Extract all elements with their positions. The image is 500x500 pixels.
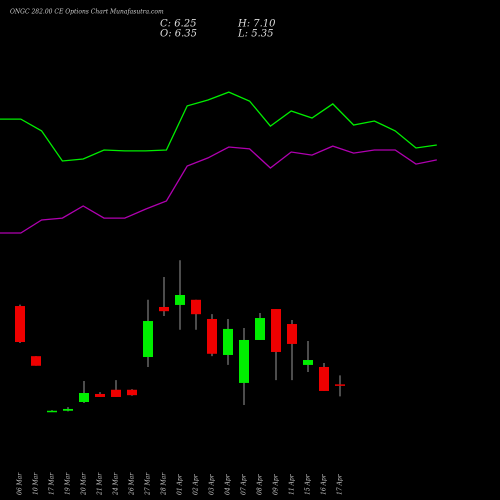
candle-body — [63, 408, 73, 411]
candle-body — [79, 393, 89, 403]
candle-body — [335, 384, 345, 386]
candle-body — [303, 360, 313, 365]
close-label: C: 6.25 — [160, 19, 196, 30]
x-tick-label: 26 Mar — [129, 472, 136, 496]
candle-body — [127, 389, 137, 396]
candle-body — [175, 294, 185, 305]
x-tick-label: 20 Mar — [81, 472, 88, 496]
candle-body — [271, 309, 281, 352]
x-tick-label: 17 Mar — [49, 472, 56, 495]
indicator-line — [0, 91, 437, 162]
x-tick-label: 15 Apr — [305, 473, 312, 495]
x-tick-label: 01 Apr — [177, 473, 184, 495]
x-tick-label: 28 Mar — [161, 472, 168, 496]
candle-body — [255, 318, 265, 340]
x-tick-label: 27 Mar — [145, 472, 152, 496]
open-label: O: 6.35 — [160, 29, 197, 40]
chart-title: ONGC 282.00 CE Options Chart Munafasutra… — [10, 9, 164, 16]
x-tick-label: 24 Mar — [113, 472, 120, 496]
candle-body — [319, 366, 329, 391]
x-tick-label: 09 Apr — [273, 473, 280, 495]
candle-body — [15, 306, 25, 343]
low-label: L: 5.35 — [237, 29, 273, 40]
x-tick-label: 17 Apr — [337, 473, 344, 495]
x-tick-label: 10 Mar — [33, 472, 40, 495]
x-tick-label: 16 Apr — [321, 473, 328, 495]
candle-body — [287, 324, 297, 344]
candle-body — [239, 339, 249, 383]
candle-body — [191, 299, 201, 315]
x-tick-label: 03 Apr — [209, 473, 216, 495]
candle-body — [207, 318, 217, 354]
candle-body — [159, 306, 169, 312]
high-label: H: 7.10 — [237, 19, 276, 30]
candle-body — [223, 328, 233, 355]
x-tick-label: 04 Apr — [225, 473, 232, 495]
candle-body — [31, 356, 41, 366]
x-tick-label: 07 Apr — [241, 473, 248, 495]
x-tick-label: 19 Mar — [65, 472, 72, 495]
x-tick-label: 02 Apr — [193, 473, 200, 495]
candle-body — [111, 389, 121, 397]
x-tick-label: 08 Apr — [257, 473, 264, 495]
x-tick-label: 21 Mar — [97, 472, 104, 496]
x-tick-label: 06 Mar — [17, 472, 24, 495]
x-tick-label: 11 Apr — [289, 473, 296, 495]
candle-body — [143, 321, 153, 358]
candle-body — [95, 393, 105, 397]
indicator-line — [0, 145, 437, 234]
candle-body — [47, 410, 57, 413]
